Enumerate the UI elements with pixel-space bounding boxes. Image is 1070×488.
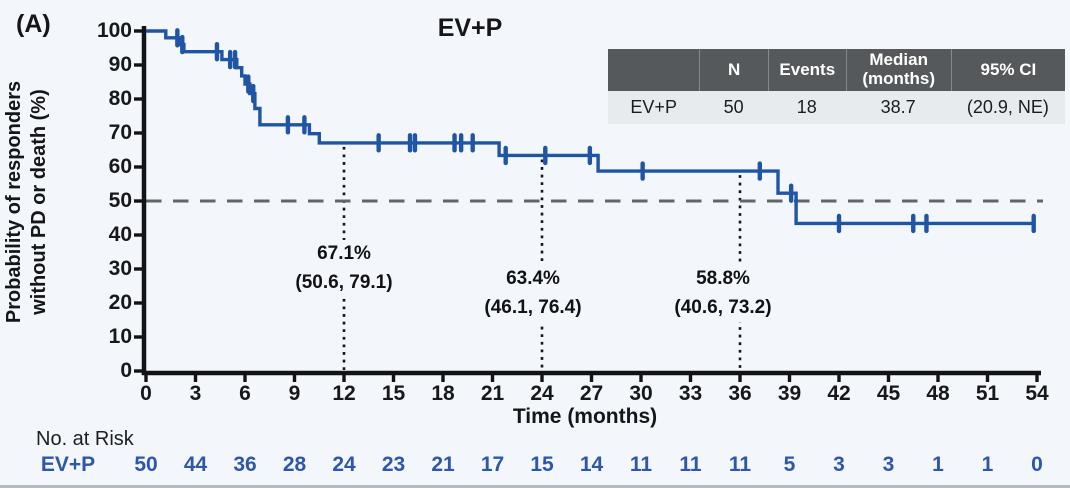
at-risk-count: 28 — [282, 453, 307, 476]
annotation-line: 67.1% — [317, 243, 371, 264]
x-tick-label: 21 — [480, 382, 505, 405]
x-tick-label: 0 — [140, 382, 152, 405]
x-tick-label: 54 — [1025, 382, 1049, 405]
at-risk-count: 14 — [579, 453, 604, 476]
at-risk-count: 3 — [833, 453, 845, 476]
x-tick-label: 33 — [678, 382, 703, 405]
summary-table-data-cell: 50 — [699, 91, 768, 124]
summary-table-header-cell: 95% CI — [950, 49, 1065, 91]
chart-title: EV+P — [437, 14, 503, 42]
at-risk-count: 11 — [629, 453, 653, 476]
summary-table-data-cell: 18 — [767, 91, 846, 124]
at-risk-count: 11 — [728, 453, 752, 476]
x-tick-label: 3 — [189, 382, 202, 405]
x-tick-label: 27 — [579, 382, 604, 405]
summary-table-data-cell: (20.9, NE) — [950, 91, 1065, 124]
summary-table-data-cell: 38.7 — [845, 91, 951, 124]
x-tick-label: 36 — [728, 382, 752, 405]
x-tick-label: 9 — [288, 382, 301, 405]
summary-table-data-row: EV+P 50 18 38.7 (20.9, NE) — [608, 91, 1065, 124]
y-tick-label: 60 — [108, 155, 132, 178]
y-axis-label: Probability of responders without PD or … — [2, 17, 54, 387]
annotation-line: 63.4% — [506, 268, 560, 289]
at-risk-count: 23 — [381, 453, 406, 476]
annotation-24m: 63.4% (46.1, 76.4) — [437, 265, 629, 322]
summary-table-header-cell: Median (months) — [845, 49, 951, 91]
x-tick-label: 18 — [431, 382, 455, 405]
y-tick-label: 10 — [108, 325, 132, 348]
at-risk-heading: No. at Risk — [36, 428, 134, 450]
annotation-line: (46.1, 76.4) — [484, 296, 582, 318]
annotation-12m: 67.1% (50.6, 79.1) — [248, 240, 440, 297]
x-tick-label: 24 — [530, 382, 554, 405]
at-risk-count: 36 — [233, 453, 257, 476]
x-tick-label: 45 — [876, 382, 901, 405]
at-risk-count: 1 — [932, 453, 944, 476]
y-tick-label: 40 — [108, 223, 132, 246]
at-risk-count: 5 — [783, 453, 796, 476]
x-tick-label: 48 — [926, 382, 950, 405]
annotation-line: 58.8% — [696, 268, 750, 289]
x-tick-label: 12 — [332, 382, 356, 405]
y-tick-label: 90 — [108, 53, 132, 76]
y-tick-label: 100 — [96, 19, 132, 42]
panel-label: (A) — [16, 10, 51, 38]
x-axis-label: Time (months) — [512, 405, 658, 428]
x-tick-label: 51 — [975, 382, 1000, 405]
at-risk-count: 11 — [679, 453, 702, 476]
y-axis-label-line1: Probability of responders — [3, 80, 25, 324]
at-risk-count: 50 — [134, 453, 158, 476]
at-risk-count: 24 — [332, 453, 356, 476]
y-tick-label: 70 — [108, 121, 132, 144]
summary-table-header-cell — [608, 49, 700, 91]
annotation-line: (40.6, 73.2) — [674, 296, 772, 318]
at-risk-count: 21 — [431, 453, 455, 476]
summary-table-header-cell: Events — [767, 49, 846, 91]
x-tick-label: 30 — [629, 382, 653, 405]
summary-table: N Events Median (months) 95% CI EV+P 50 18 38.… — [608, 49, 1065, 124]
at-risk-count: 3 — [882, 453, 895, 476]
annotation-line: (50.6, 79.1) — [295, 271, 393, 293]
at-risk-count: 1 — [981, 453, 994, 476]
summary-table-header-cell: N — [699, 49, 768, 91]
at-risk-series-label: EV+P — [40, 453, 96, 476]
y-tick-label: 0 — [120, 359, 132, 382]
x-tick-label: 6 — [239, 382, 251, 405]
x-tick-label: 15 — [381, 382, 406, 405]
at-risk-count: 0 — [1031, 453, 1043, 476]
x-tick-label: 39 — [777, 382, 802, 405]
y-axis-label-line2: without PD or death (%) — [28, 89, 50, 315]
y-tick-label: 30 — [108, 257, 132, 280]
y-tick-label: 50 — [108, 189, 132, 212]
at-risk-count: 15 — [530, 453, 554, 476]
annotation-36m: 58.8% (40.6, 73.2) — [627, 265, 819, 322]
y-tick-label: 20 — [108, 291, 132, 314]
at-risk-count: 44 — [183, 453, 208, 476]
at-risk-count: 17 — [480, 453, 505, 476]
summary-table-header-row: N Events Median (months) 95% CI — [608, 49, 1065, 91]
summary-table-data-cell: EV+P — [608, 91, 700, 124]
x-tick-label: 42 — [827, 382, 851, 405]
y-tick-label: 80 — [108, 87, 132, 110]
